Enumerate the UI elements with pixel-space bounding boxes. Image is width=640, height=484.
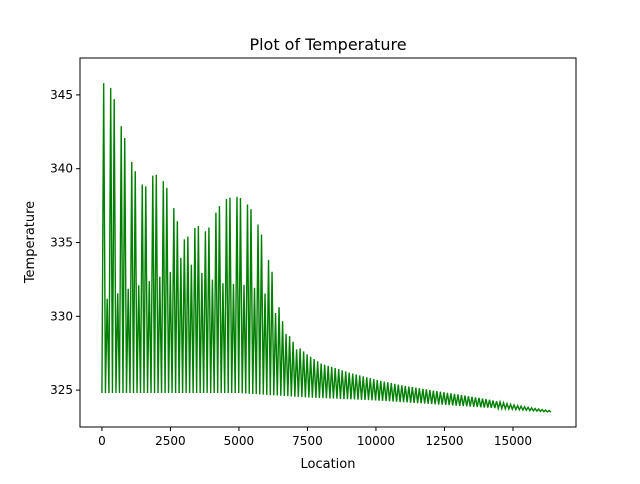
x-axis: 0 2500 5000 7500 10000 12500 15000 xyxy=(98,427,532,448)
y-axis: 325 330 335 340 345 xyxy=(50,88,80,397)
x-axis-label: Location xyxy=(301,457,356,472)
y-axis-label: Temperature xyxy=(23,201,38,284)
y-tick-label: 345 xyxy=(50,88,73,102)
series-layer xyxy=(101,83,552,413)
x-tick-label: 5000 xyxy=(224,434,255,448)
temperature-series-line xyxy=(101,83,552,413)
y-tick-label: 325 xyxy=(50,383,73,397)
y-tick-label: 330 xyxy=(50,309,73,323)
y-tick-label: 335 xyxy=(50,236,73,250)
x-tick-label: 7500 xyxy=(292,434,323,448)
x-tick-label: 0 xyxy=(98,434,106,448)
x-tick-label: 12500 xyxy=(425,434,463,448)
x-tick-label: 2500 xyxy=(155,434,186,448)
y-tick-label: 340 xyxy=(50,162,73,176)
chart-title: Plot of Temperature xyxy=(249,35,406,54)
x-tick-label: 10000 xyxy=(357,434,395,448)
x-tick-label: 15000 xyxy=(494,434,532,448)
